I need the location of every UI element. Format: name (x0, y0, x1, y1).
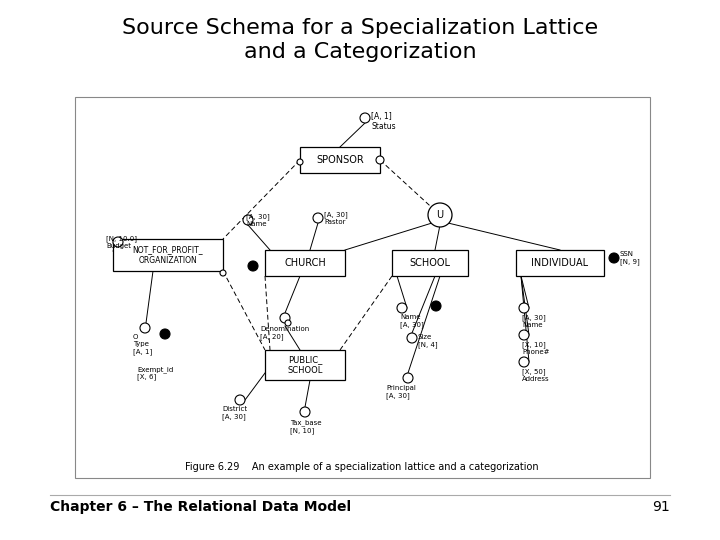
Text: Size
[N, 4]: Size [N, 4] (418, 334, 438, 348)
Circle shape (519, 357, 529, 367)
Text: District
[A, 30]: District [A, 30] (222, 406, 247, 420)
Text: Exempt_id
[X, 6]: Exempt_id [X, 6] (137, 366, 174, 381)
Bar (75, 97, 650, 478)
Circle shape (160, 329, 170, 339)
Circle shape (248, 261, 258, 271)
Text: [X, 50]
Address: [X, 50] Address (522, 368, 549, 382)
Circle shape (297, 159, 303, 165)
Text: INDIVIDUAL: INDIVIDUAL (531, 258, 588, 268)
Text: Figure 6.29    An example of a specialization lattice and a categorization: Figure 6.29 An example of a specializati… (185, 462, 539, 472)
Circle shape (300, 407, 310, 417)
Bar (265, 250, 345, 276)
Text: [X, 10]
Phone#: [X, 10] Phone# (522, 341, 549, 355)
Text: Denomination
[A, 20]: Denomination [A, 20] (260, 326, 310, 340)
Text: SPONSOR: SPONSOR (316, 155, 364, 165)
Text: Chapter 6 – The Relational Data Model: Chapter 6 – The Relational Data Model (50, 500, 351, 514)
Circle shape (403, 373, 413, 383)
Circle shape (140, 323, 150, 333)
Text: and a Categorization: and a Categorization (243, 42, 477, 62)
Circle shape (397, 303, 407, 313)
Text: [A, 30]
Pastor: [A, 30] Pastor (324, 211, 348, 225)
Bar (113, 239, 223, 271)
Bar (300, 147, 380, 173)
Circle shape (220, 270, 226, 276)
Circle shape (243, 215, 253, 225)
Circle shape (407, 333, 417, 343)
Text: [A, 1]
Status: [A, 1] Status (371, 112, 395, 131)
Circle shape (376, 156, 384, 164)
Text: NOT_FOR_PROFIT_
ORGANIZATION: NOT_FOR_PROFIT_ ORGANIZATION (132, 245, 203, 265)
Text: PUBLIC_
SCHOOL: PUBLIC_ SCHOOL (287, 355, 323, 375)
Bar (265, 350, 345, 380)
Text: SCHOOL: SCHOOL (410, 258, 451, 268)
Text: Principal
[A, 30]: Principal [A, 30] (386, 385, 416, 399)
Text: [A, 30]
Name: [A, 30] Name (246, 213, 270, 227)
Circle shape (285, 320, 291, 326)
Circle shape (431, 301, 441, 311)
Text: Source Schema for a Specialization Lattice: Source Schema for a Specialization Latti… (122, 18, 598, 38)
Text: Name
[A, 30]: Name [A, 30] (400, 314, 424, 328)
Text: Tax_base
[N, 10]: Tax_base [N, 10] (290, 419, 322, 434)
Circle shape (113, 237, 123, 247)
Circle shape (428, 203, 452, 227)
Circle shape (609, 253, 619, 263)
Text: O
Type
[A, 1]: O Type [A, 1] (133, 334, 152, 355)
Text: 91: 91 (652, 500, 670, 514)
Text: CHURCH: CHURCH (284, 258, 326, 268)
Circle shape (235, 395, 245, 405)
Text: [A, 30]
Name: [A, 30] Name (522, 314, 546, 328)
Circle shape (519, 330, 529, 340)
Bar (516, 250, 604, 276)
Circle shape (360, 113, 370, 123)
Circle shape (280, 313, 290, 323)
Text: U: U (436, 210, 444, 220)
Circle shape (313, 213, 323, 223)
Circle shape (519, 303, 529, 313)
Text: [N, 10.0]
Budget: [N, 10.0] Budget (106, 235, 137, 249)
Bar (392, 250, 468, 276)
Text: SSN
[N, 9]: SSN [N, 9] (620, 251, 640, 265)
